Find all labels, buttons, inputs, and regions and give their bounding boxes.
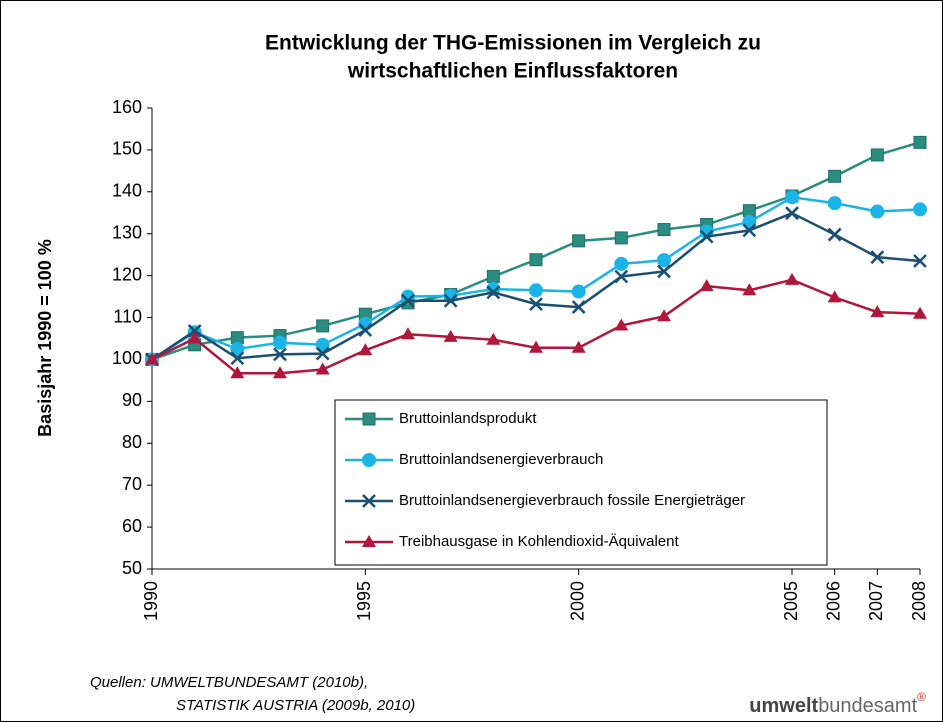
x-tick-label: 2006: [823, 581, 843, 621]
legend-label: Bruttoinlandsprodukt: [399, 410, 537, 427]
marker: [614, 318, 629, 331]
marker: [828, 169, 842, 183]
marker: [870, 204, 885, 219]
marker: [657, 253, 671, 268]
legend-label: Bruttoinlandsenergieverbrauch: [399, 451, 603, 468]
marker: [870, 250, 885, 265]
marker: [913, 135, 927, 149]
marker: [571, 340, 586, 353]
marker: [785, 190, 799, 205]
marker: [358, 343, 373, 356]
y-tick-label: 50: [122, 558, 142, 578]
x-tick-label: 1990: [141, 581, 161, 621]
marker: [571, 300, 586, 314]
y-axis-label: Basisjahr 1990 = 100 %: [35, 239, 55, 437]
marker: [362, 494, 376, 508]
y-tick-label: 80: [122, 432, 142, 452]
logo-mark: ®: [917, 690, 926, 704]
y-tick-label: 90: [122, 390, 142, 410]
marker: [529, 283, 543, 298]
marker: [443, 329, 458, 342]
legend-label: Bruttoinlandsenergieverbrauch fossile En…: [399, 492, 745, 509]
marker: [529, 253, 543, 267]
marker: [316, 319, 330, 333]
source: STATISTIK AUSTRIA (2009b, 2010): [176, 697, 415, 714]
marker: [230, 331, 244, 345]
y-tick-label: 150: [112, 139, 142, 159]
marker: [273, 366, 287, 379]
marker: [187, 331, 202, 344]
x-tick-label: 2000: [567, 581, 587, 621]
marker: [870, 148, 884, 162]
marker: [315, 337, 330, 352]
chart-title: Entwicklung der THG-Emissionen im Vergle…: [265, 32, 761, 55]
marker: [362, 535, 376, 547]
marker: [572, 234, 586, 248]
legend-label: Treibhausgase in Kohlendioxid-Äquivalent: [399, 533, 679, 550]
marker: [315, 362, 330, 375]
marker: [614, 269, 629, 284]
marker: [785, 206, 799, 221]
marker: [827, 196, 842, 211]
x-tick-label: 2005: [781, 581, 801, 621]
marker: [785, 272, 799, 285]
marker: [657, 309, 671, 322]
marker: [571, 284, 586, 299]
y-tick-label: 100: [112, 348, 142, 368]
y-tick-label: 110: [113, 306, 142, 326]
marker: [273, 347, 287, 362]
marker: [614, 256, 629, 271]
marker: [486, 285, 501, 300]
marker: [913, 306, 927, 319]
legend-box: [334, 399, 828, 566]
marker: [742, 283, 757, 296]
legend: Bruttoinlandsprodukt Bruttoinlandsenergie…: [334, 399, 828, 566]
marker: [913, 202, 927, 217]
marker: [657, 223, 671, 237]
logo-normal: bundesamt: [818, 695, 917, 717]
y-tick-label: 70: [122, 474, 142, 494]
marker: [657, 264, 671, 279]
x-tick-label: 2008: [909, 581, 929, 621]
marker: [401, 327, 415, 340]
marker: [230, 351, 245, 366]
marker: [699, 229, 714, 244]
marker: [742, 204, 756, 218]
marker: [358, 323, 373, 338]
marker: [315, 346, 330, 361]
marker: [742, 223, 757, 238]
marker: [913, 254, 927, 268]
marker: [443, 293, 458, 308]
logo-bold: umwelt: [749, 695, 818, 717]
chart-title: wirtschaftlichen Einflussfaktoren: [347, 60, 678, 83]
marker: [870, 305, 885, 318]
marker: [486, 332, 501, 345]
marker: [230, 341, 245, 356]
marker: [362, 412, 376, 426]
marker: [230, 366, 245, 379]
marker: [827, 227, 842, 242]
y-tick-label: 120: [112, 264, 142, 284]
marker: [699, 279, 714, 292]
source: Quellen: UMWELTBUNDESAMT (2010b),: [90, 674, 368, 691]
y-tick-label: 160: [112, 97, 142, 117]
x-tick-label: 2007: [866, 581, 886, 621]
marker: [401, 293, 415, 308]
marker: [362, 453, 376, 467]
logo: umweltbundesamt®: [749, 690, 926, 717]
marker: [529, 297, 543, 312]
marker: [529, 340, 543, 353]
marker: [145, 352, 159, 365]
y-tick-label: 140: [112, 181, 142, 201]
marker: [273, 335, 287, 350]
marker: [486, 269, 500, 283]
x-tick-label: 1995: [354, 581, 374, 621]
marker: [187, 324, 202, 338]
marker: [614, 231, 628, 245]
marker: [827, 290, 842, 303]
y-tick-label: 60: [122, 516, 142, 536]
y-tick-label: 130: [112, 222, 142, 242]
